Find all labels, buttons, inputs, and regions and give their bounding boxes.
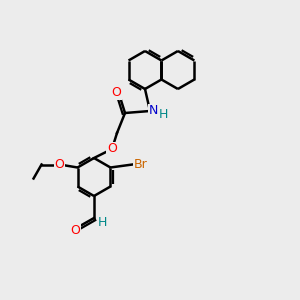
Text: O: O bbox=[55, 158, 64, 171]
Text: O: O bbox=[70, 224, 80, 236]
Text: O: O bbox=[111, 86, 121, 100]
Text: H: H bbox=[158, 109, 168, 122]
Text: O: O bbox=[107, 142, 117, 155]
Text: N: N bbox=[148, 104, 158, 118]
Text: H: H bbox=[97, 215, 107, 229]
Text: Br: Br bbox=[134, 158, 147, 171]
